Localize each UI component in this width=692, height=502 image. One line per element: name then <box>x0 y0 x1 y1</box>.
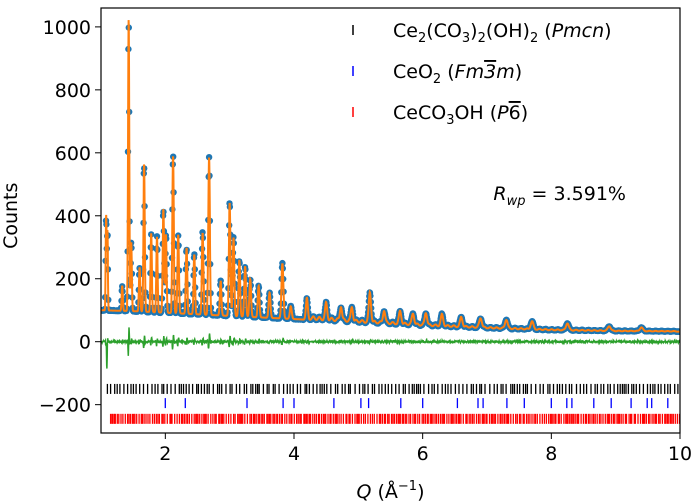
legend-entry: CeO2 (Fm3m) <box>352 61 522 87</box>
phase-ticks-3 <box>109 413 680 424</box>
observed-point <box>230 234 237 241</box>
legend-entry: CeCO3OH (P6) <box>352 102 528 128</box>
observed-point <box>279 259 286 267</box>
x-tick-label: 2 <box>159 443 171 465</box>
phase-ticks-2 <box>164 398 669 409</box>
legend-label: CeO2 (Fm3m) <box>393 61 522 87</box>
x-axis-label: Q (Å−1) <box>356 479 424 502</box>
x-tick-label: 6 <box>417 443 429 465</box>
y-tick-label: 600 <box>55 143 91 165</box>
plot-frame <box>100 7 681 434</box>
difference-series <box>101 327 680 369</box>
y-tick-label: 0 <box>79 332 91 354</box>
y-axis-label: Counts <box>0 183 22 249</box>
y-tick-label: 1000 <box>43 17 91 39</box>
rwp-text: Rwp = 3.591% <box>493 183 626 209</box>
axis-labels: Q (Å−1) Counts <box>0 183 425 502</box>
x-tick-label: 8 <box>545 443 557 465</box>
observed-point <box>191 251 198 258</box>
x-tick-label: 10 <box>668 443 692 465</box>
y-tick-label: −200 <box>39 395 91 417</box>
x-tick-label: 4 <box>288 443 300 465</box>
legend-label: Ce2(CO3)2(OH)2 (Pmcn) <box>393 20 612 46</box>
calculated-series <box>101 20 680 333</box>
phase-ticks-1 <box>106 383 679 394</box>
observed-point <box>205 154 213 161</box>
rwp-annotation: Rwp = 3.591% <box>493 183 626 209</box>
legend: Ce2(CO3)2(OH)2 (Pmcn) CeO2 (Fm3m) CeCO3OH … <box>352 20 612 128</box>
axes-layer: 2 4 6 8 10 −200 0 200 400 600 800 1000 <box>39 17 692 465</box>
plot-area <box>101 20 680 424</box>
data-layer <box>101 20 680 424</box>
legend-label: CeCO3OH (P6) <box>393 102 528 128</box>
y-tick-label: 200 <box>55 269 91 291</box>
observed-point <box>199 229 206 236</box>
observed-point <box>153 233 161 240</box>
legend-entry: Ce2(CO3)2(OH)2 (Pmcn) <box>352 20 612 46</box>
y-tick-label: 400 <box>55 206 91 228</box>
y-tick-label: 800 <box>55 80 91 102</box>
